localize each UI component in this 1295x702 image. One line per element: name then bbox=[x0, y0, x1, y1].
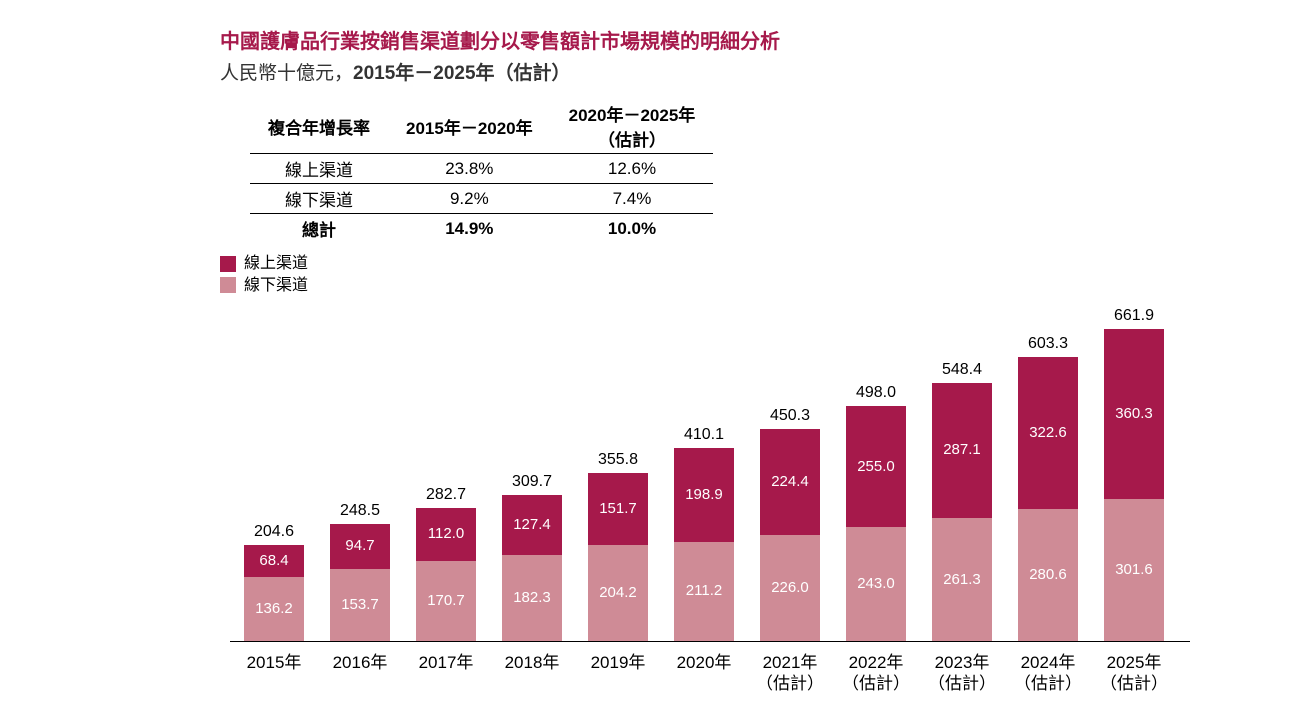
bar-total-label: 410.1 bbox=[674, 426, 734, 444]
bar-chart: 136.2 68.4 204.6 153.7 94.7 248.5 170.7 112.0 28… bbox=[220, 302, 1200, 702]
bar-value-label: 127.4 bbox=[502, 516, 562, 533]
bar-segment-online: 322.6 bbox=[1018, 357, 1078, 509]
bar-total-label: 548.4 bbox=[932, 361, 992, 379]
bar-segment-offline: 170.7 bbox=[416, 561, 476, 641]
bar-value-label: 68.4 bbox=[244, 552, 304, 569]
x-axis-label: 2019年 bbox=[576, 653, 660, 673]
bar-value-label: 226.0 bbox=[760, 579, 820, 596]
bar-value-label: 112.0 bbox=[416, 525, 476, 542]
bar-segment-offline: 204.2 bbox=[588, 545, 648, 641]
bar-segment-online: 224.4 bbox=[760, 429, 820, 535]
legend: 線上渠道 線下渠道 bbox=[220, 253, 1220, 296]
bar-segment-online: 198.9 bbox=[674, 448, 734, 542]
bar-value-label: 243.0 bbox=[846, 575, 906, 592]
bar-value-label: 151.7 bbox=[588, 500, 648, 517]
table-cell: 總計 bbox=[250, 214, 388, 244]
table-cell: 12.6% bbox=[551, 154, 714, 184]
bar-value-label: 280.6 bbox=[1018, 566, 1078, 583]
x-axis-label: 2025年（估計） bbox=[1092, 653, 1176, 694]
bar-value-label: 204.2 bbox=[588, 584, 648, 601]
bar-segment-online: 94.7 bbox=[330, 524, 390, 569]
chart-subtitle: 人民幣十億元，2015年－2025年（估計） bbox=[220, 58, 1220, 85]
bar-value-label: 287.1 bbox=[932, 441, 992, 458]
bar-segment-online: 287.1 bbox=[932, 383, 992, 518]
x-axis-label: 2020年 bbox=[662, 653, 746, 673]
bar-total-label: 498.0 bbox=[846, 384, 906, 402]
bar-total-label: 282.7 bbox=[416, 486, 476, 504]
bar-value-label: 211.2 bbox=[674, 582, 734, 599]
bar-segment-offline: 153.7 bbox=[330, 569, 390, 641]
bar-value-label: 224.4 bbox=[760, 473, 820, 490]
table-cell: 7.4% bbox=[551, 184, 714, 214]
bar-segment-offline: 226.0 bbox=[760, 535, 820, 642]
legend-label: 線上渠道 bbox=[244, 253, 308, 275]
plot-area: 136.2 68.4 204.6 153.7 94.7 248.5 170.7 112.0 28… bbox=[230, 312, 1190, 642]
bar-value-label: 94.7 bbox=[330, 537, 390, 554]
bar-value-label: 301.6 bbox=[1104, 561, 1164, 578]
bar-value-label: 255.0 bbox=[846, 458, 906, 475]
bar-total-label: 204.6 bbox=[244, 523, 304, 541]
legend-label: 線下渠道 bbox=[244, 275, 308, 297]
bar-segment-online: 151.7 bbox=[588, 473, 648, 545]
table-cell: 9.2% bbox=[388, 184, 551, 214]
table-row: 線下渠道 9.2% 7.4% bbox=[250, 184, 713, 214]
x-axis-label: 2017年 bbox=[404, 653, 488, 673]
table-header-cell: 2015年－2020年 bbox=[388, 99, 551, 154]
x-axis-label: 2016年 bbox=[318, 653, 402, 673]
x-axis-label: 2023年（估計） bbox=[920, 653, 1004, 694]
chart-title: 中國護膚品行業按銷售渠道劃分以零售額計市場規模的明細分析 bbox=[220, 25, 1220, 54]
x-axis-label: 2024年（估計） bbox=[1006, 653, 1090, 694]
table-cell: 線下渠道 bbox=[250, 184, 388, 214]
cagr-table: 複合年增長率 2015年－2020年 2020年－2025年 （估計） 線上渠道… bbox=[250, 99, 713, 243]
bar-segment-online: 68.4 bbox=[244, 545, 304, 577]
legend-swatch-online bbox=[220, 256, 236, 272]
x-axis-label: 2018年 bbox=[490, 653, 574, 673]
bar-value-label: 261.3 bbox=[932, 571, 992, 588]
table-total-row: 總計 14.9% 10.0% bbox=[250, 214, 713, 244]
legend-swatch-offline bbox=[220, 277, 236, 293]
bar-total-label: 603.3 bbox=[1018, 335, 1078, 353]
subtitle-bold: 2015年－2025年（估計） bbox=[353, 63, 571, 84]
table-cell: 23.8% bbox=[388, 154, 551, 184]
bar-segment-online: 112.0 bbox=[416, 508, 476, 561]
x-axis-label: 2022年（估計） bbox=[834, 653, 918, 694]
table-header-row: 複合年增長率 2015年－2020年 2020年－2025年 （估計） bbox=[250, 99, 713, 154]
table-cell: 14.9% bbox=[388, 214, 551, 244]
table-header-cell: 2020年－2025年 （估計） bbox=[551, 99, 714, 154]
bar-total-label: 355.8 bbox=[588, 451, 648, 469]
bar-value-label: 170.7 bbox=[416, 592, 476, 609]
bar-total-label: 309.7 bbox=[502, 473, 562, 491]
bar-value-label: 182.3 bbox=[502, 589, 562, 606]
legend-item: 線下渠道 bbox=[220, 275, 1220, 297]
bar-segment-online: 255.0 bbox=[846, 406, 906, 526]
bar-segment-offline: 182.3 bbox=[502, 555, 562, 641]
bar-value-label: 136.2 bbox=[244, 600, 304, 617]
bar-segment-offline: 280.6 bbox=[1018, 509, 1078, 641]
bar-segment-offline: 211.2 bbox=[674, 542, 734, 642]
bar-segment-online: 360.3 bbox=[1104, 329, 1164, 499]
bar-value-label: 360.3 bbox=[1104, 405, 1164, 422]
table-row: 線上渠道 23.8% 12.6% bbox=[250, 154, 713, 184]
bar-segment-offline: 136.2 bbox=[244, 577, 304, 641]
x-axis-labels: 2015年2016年2017年2018年2019年2020年2021年（估計）2… bbox=[230, 647, 1190, 702]
bar-segment-offline: 243.0 bbox=[846, 527, 906, 642]
bar-segment-offline: 301.6 bbox=[1104, 499, 1164, 641]
legend-item: 線上渠道 bbox=[220, 253, 1220, 275]
x-axis-label: 2021年（估計） bbox=[748, 653, 832, 694]
bar-segment-offline: 261.3 bbox=[932, 518, 992, 641]
table-cell: 10.0% bbox=[551, 214, 714, 244]
bar-segment-online: 127.4 bbox=[502, 495, 562, 555]
bar-value-label: 322.6 bbox=[1018, 424, 1078, 441]
x-axis-label: 2015年 bbox=[232, 653, 316, 673]
bar-value-label: 198.9 bbox=[674, 486, 734, 503]
table-cell: 線上渠道 bbox=[250, 154, 388, 184]
table-header-cell: 複合年增長率 bbox=[250, 99, 388, 154]
bar-total-label: 661.9 bbox=[1104, 307, 1164, 325]
bar-total-label: 450.3 bbox=[760, 407, 820, 425]
bar-value-label: 153.7 bbox=[330, 596, 390, 613]
bar-total-label: 248.5 bbox=[330, 502, 390, 520]
subtitle-prefix: 人民幣十億元， bbox=[220, 63, 353, 84]
